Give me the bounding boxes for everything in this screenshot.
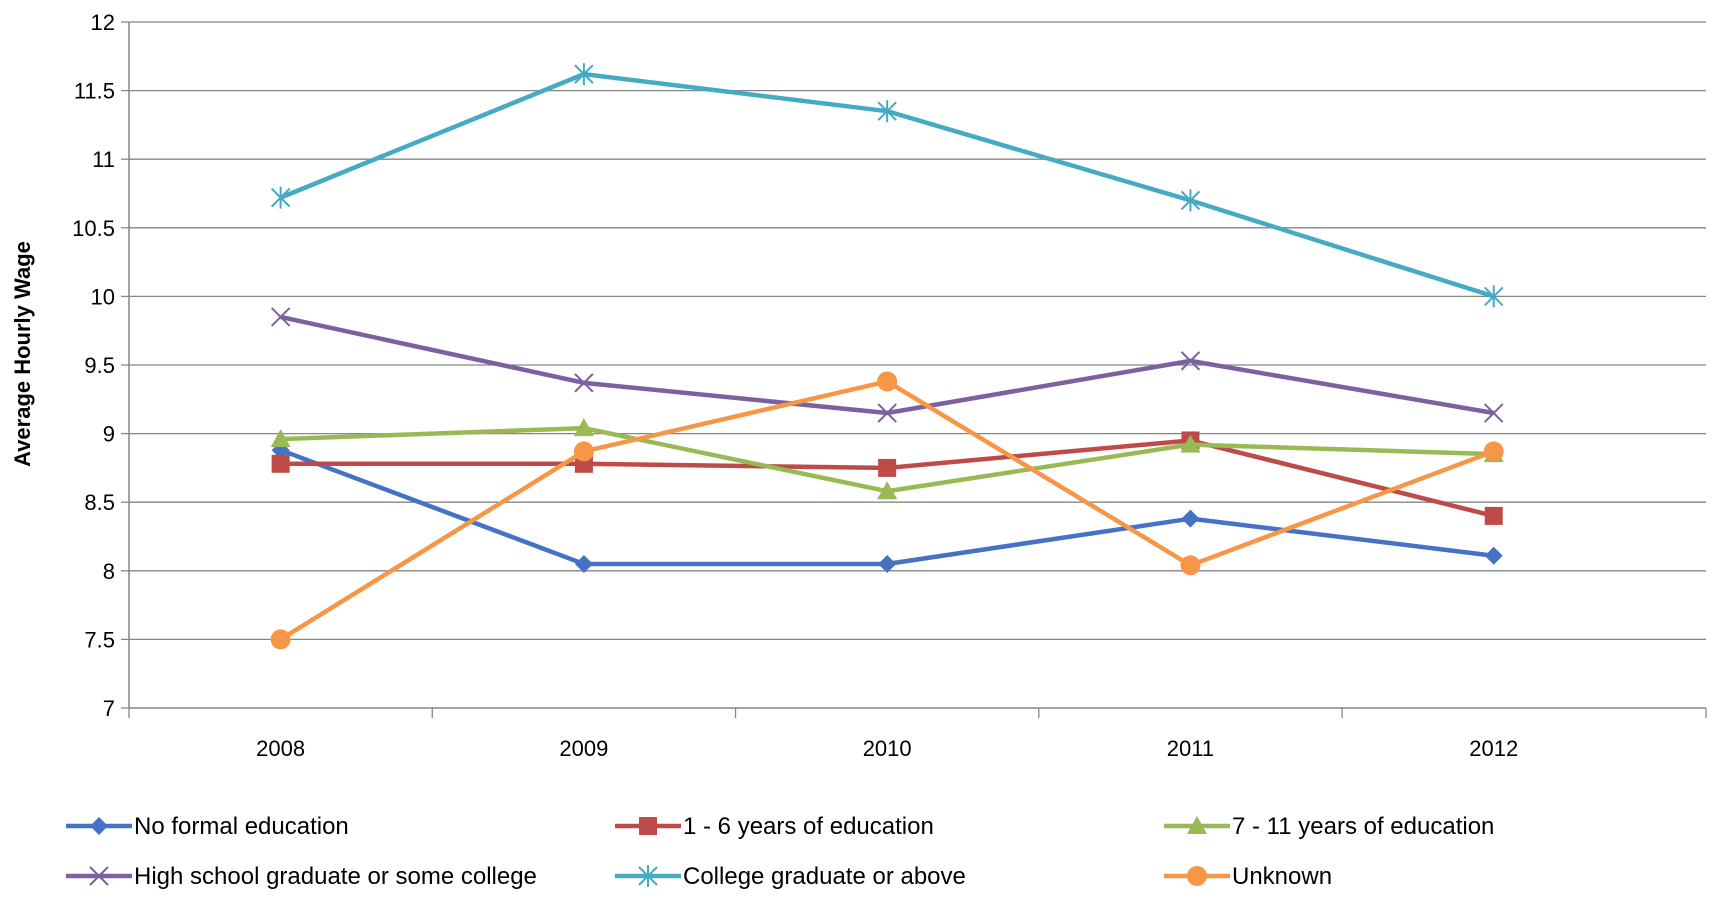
series-line [279, 379, 1495, 642]
data-point [573, 418, 594, 437]
data-point [573, 441, 594, 462]
data-point [574, 63, 594, 86]
data-point [877, 100, 897, 123]
legend-label: High school graduate or some college [134, 863, 537, 890]
legend-item: 7 - 11 years of education [1164, 813, 1494, 840]
y-tick-label: 12 [91, 10, 115, 35]
series-line [280, 438, 1495, 519]
legend-swatch-marker [1187, 816, 1207, 834]
x-tick-label: 2010 [863, 736, 912, 761]
data-point [878, 458, 897, 477]
legend-swatch-marker [89, 866, 109, 886]
legend-label: No formal education [134, 813, 349, 840]
y-tick-label: 11 [92, 147, 115, 172]
legend-item: High school graduate or some college [66, 863, 537, 890]
data-point [270, 429, 291, 448]
legend-swatch-marker [638, 865, 658, 887]
y-tick-label: 11.5 [74, 79, 115, 104]
legend-label: 7 - 11 years of education [1232, 813, 1494, 840]
y-tick-label: 10 [91, 284, 115, 309]
y-tick-label: 9 [103, 422, 115, 447]
legend: No formal education 1 - 6 years of educat… [66, 813, 1494, 890]
legend-label: College graduate or above [683, 863, 966, 890]
data-point [574, 554, 593, 573]
data-point [877, 403, 897, 423]
axes [121, 21, 1707, 718]
y-tick-label: 7 [103, 696, 115, 721]
legend-swatch-marker [90, 817, 108, 835]
x-tick-label: 2009 [559, 736, 608, 761]
data-point [1484, 506, 1503, 525]
legend-label: Unknown [1232, 863, 1332, 890]
legend-item: College graduate or above [615, 863, 966, 890]
series-4 [270, 307, 1504, 423]
series-3 [270, 418, 1504, 500]
data-point [1180, 189, 1201, 212]
y-tick-label: 8.5 [84, 490, 115, 515]
legend-swatch-marker [1187, 866, 1207, 886]
series-5 [270, 63, 1504, 308]
x-tick-label: 2011 [1167, 736, 1214, 761]
data-point [878, 554, 897, 573]
data-point [1180, 555, 1201, 576]
legend-swatch-marker [639, 817, 657, 835]
y-axis-title: Average Hourly Wage [10, 241, 35, 467]
data-point [1180, 434, 1201, 453]
gridlines [129, 21, 1706, 641]
data-point [1181, 509, 1200, 528]
data-point [1484, 403, 1504, 423]
data-point [270, 629, 291, 650]
data-point [1484, 546, 1503, 565]
x-tick-labels: 2008 2009 2010 2011 2012 [256, 736, 1518, 761]
data-point [1180, 351, 1201, 371]
legend-item: No formal education [66, 813, 349, 840]
data-point [574, 373, 594, 393]
y-tick-labels: 7 7.5 8 8.5 9 9.5 10 10.5 11 11.5 12 [72, 10, 115, 721]
series-6 [270, 371, 1504, 650]
x-tick-label: 2012 [1469, 736, 1518, 761]
legend-item: 1 - 6 years of education [615, 813, 934, 840]
series-group [270, 63, 1504, 650]
data-point [1484, 285, 1504, 308]
y-tick-label: 7.5 [84, 627, 115, 652]
data-point [271, 454, 290, 473]
series-2 [271, 431, 1503, 525]
data-point [1483, 441, 1504, 462]
y-tick-label: 9.5 [84, 353, 115, 378]
x-tick-label: 2008 [256, 736, 305, 761]
y-tick-label: 10.5 [72, 216, 115, 241]
data-point [270, 307, 291, 327]
data-point [877, 481, 898, 500]
y-tick-label: 8 [103, 559, 115, 584]
data-point [270, 186, 291, 209]
data-point [877, 371, 898, 392]
legend-item: Unknown [1164, 863, 1332, 890]
legend-label: 1 - 6 years of education [683, 813, 934, 840]
